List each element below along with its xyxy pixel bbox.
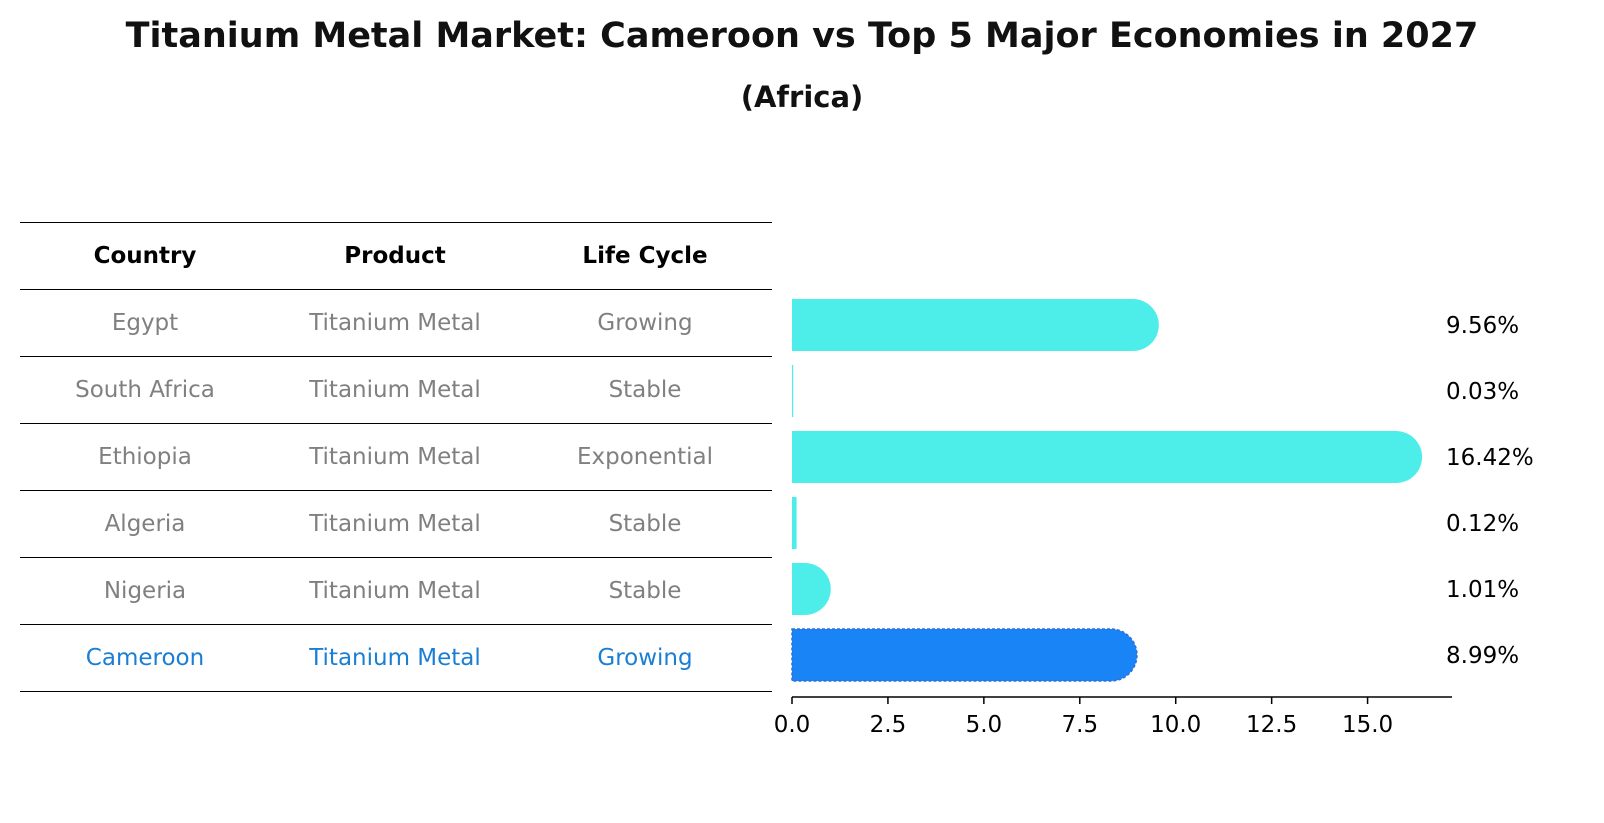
country-cell: Algeria	[104, 511, 186, 537]
bar-south-africa	[792, 365, 794, 417]
data-label: 16.42%	[1446, 445, 1534, 471]
x-tick-label: 12.5	[1246, 712, 1297, 738]
product-cell: Titanium Metal	[309, 310, 481, 336]
data-label: 9.56%	[1446, 313, 1519, 339]
chart-subtitle: (Africa)	[740, 80, 864, 114]
life-cycle-cell: Stable	[608, 511, 682, 537]
chart-title: Titanium Metal Market: Cameroon vs Top 5…	[125, 16, 1479, 56]
product-cell: Titanium Metal	[309, 444, 481, 470]
life-cycle-cell: Stable	[608, 377, 682, 403]
x-tick-label: 15.0	[1342, 712, 1393, 738]
data-label: 0.03%	[1446, 379, 1519, 405]
product-cell: Titanium Metal	[309, 511, 481, 537]
x-tick-label: 2.5	[870, 712, 907, 738]
product-cell: Titanium Metal	[309, 578, 481, 604]
product-cell: Titanium Metal	[309, 377, 481, 403]
life-cycle-cell: Stable	[608, 578, 682, 604]
bar-egypt	[792, 299, 1159, 351]
x-tick-label: 10.0	[1150, 712, 1201, 738]
bar-ethiopia	[792, 431, 1423, 483]
table-row: South Africa Titanium Metal Stable	[20, 357, 772, 424]
life-cycle-cell: Growing	[597, 645, 693, 671]
life-cycle-cell: Exponential	[576, 444, 713, 470]
table-row-highlighted: Cameroon Titanium Metal Growing	[20, 625, 772, 692]
header-country: Country	[93, 243, 197, 269]
header-product: Product	[344, 243, 446, 269]
country-cell: Cameroon	[85, 645, 205, 671]
x-tick-label: 0.0	[774, 712, 811, 738]
bar-nigeria	[792, 563, 831, 615]
x-tick-label: 5.0	[966, 712, 1003, 738]
data-label: 1.01%	[1446, 577, 1519, 603]
country-cell: Egypt	[111, 310, 179, 336]
bar-chart: 9.56% 0.03% 16.42% 0.12% 1.01% 8.99% 0.0 2.5 5.0…	[774, 299, 1534, 738]
life-cycle-cell: Growing	[597, 310, 693, 336]
table-row: Algeria Titanium Metal Stable	[20, 491, 772, 558]
country-cell: South Africa	[75, 377, 215, 403]
country-cell: Ethiopia	[98, 444, 192, 470]
data-label: 8.99%	[1446, 643, 1519, 669]
x-tick-label: 7.5	[1062, 712, 1099, 738]
country-cell: Nigeria	[103, 578, 187, 604]
header-life-cycle: Life Cycle	[582, 243, 708, 269]
data-label: 0.12%	[1446, 511, 1519, 537]
bar-cameroon	[791, 628, 1138, 682]
bar-algeria	[792, 497, 797, 549]
country-table: Country Product Life Cycle Egypt Titaniu…	[20, 222, 772, 692]
table-row: Nigeria Titanium Metal Stable	[20, 558, 772, 625]
product-cell: Titanium Metal	[309, 645, 481, 671]
table-header-row: Country Product Life Cycle	[20, 223, 772, 290]
table-row: Egypt Titanium Metal Growing	[20, 290, 772, 357]
table-row: Ethiopia Titanium Metal Exponential	[20, 424, 772, 491]
